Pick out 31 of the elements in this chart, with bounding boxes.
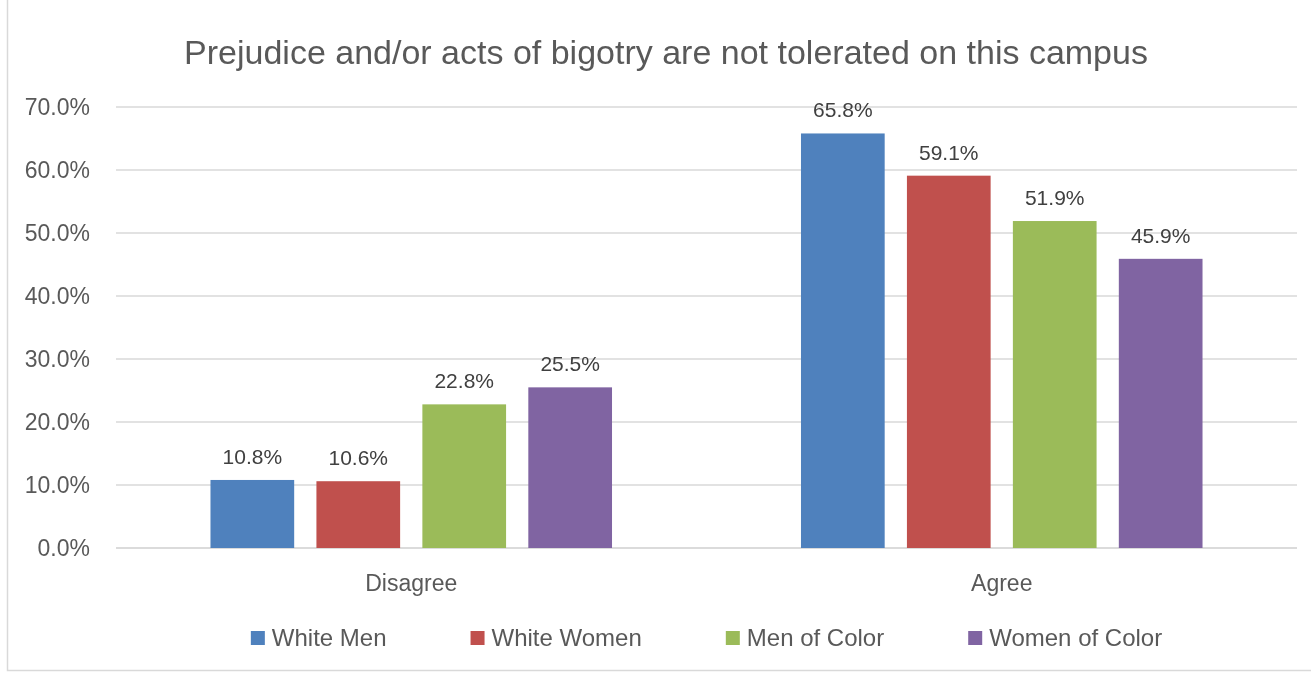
y-tick-label: 10.0% (24, 472, 90, 499)
y-tick-label: 0.0% (37, 535, 90, 562)
data-label: 65.8% (813, 98, 873, 122)
y-tick-label: 30.0% (24, 346, 90, 373)
y-tick-label: 70.0% (24, 94, 90, 121)
x-tick-label: Agree (971, 570, 1033, 597)
data-label: 22.8% (434, 369, 494, 393)
data-label: 45.9% (1130, 223, 1191, 247)
data-label: 10.6% (328, 446, 389, 470)
data-label: 59.1% (919, 140, 979, 164)
bar (1118, 258, 1203, 548)
bar (316, 481, 401, 548)
y-tick-label: 20.0% (24, 409, 90, 436)
legend-label: White Women (491, 624, 642, 652)
bar (528, 387, 613, 548)
legend-label: White Men (271, 624, 387, 652)
chart-title: Prejudice and/or acts of bigotry are not tolerated on this campus (184, 32, 1148, 71)
legend-label: Women of Color (989, 624, 1163, 652)
data-label: 51.9% (1024, 186, 1085, 210)
y-tick-label: 50.0% (24, 220, 90, 247)
legend-label: Men of Color (746, 624, 885, 652)
x-tick-label: Disagree (365, 570, 458, 597)
data-label: 25.5% (540, 352, 600, 376)
data-label: 10.8% (222, 444, 283, 468)
bar (210, 479, 295, 548)
bar (800, 133, 885, 548)
bar (422, 404, 507, 548)
y-tick-label: 40.0% (24, 283, 90, 310)
y-tick-label: 60.0% (24, 157, 90, 184)
bar (1012, 221, 1097, 548)
bar (906, 175, 991, 548)
